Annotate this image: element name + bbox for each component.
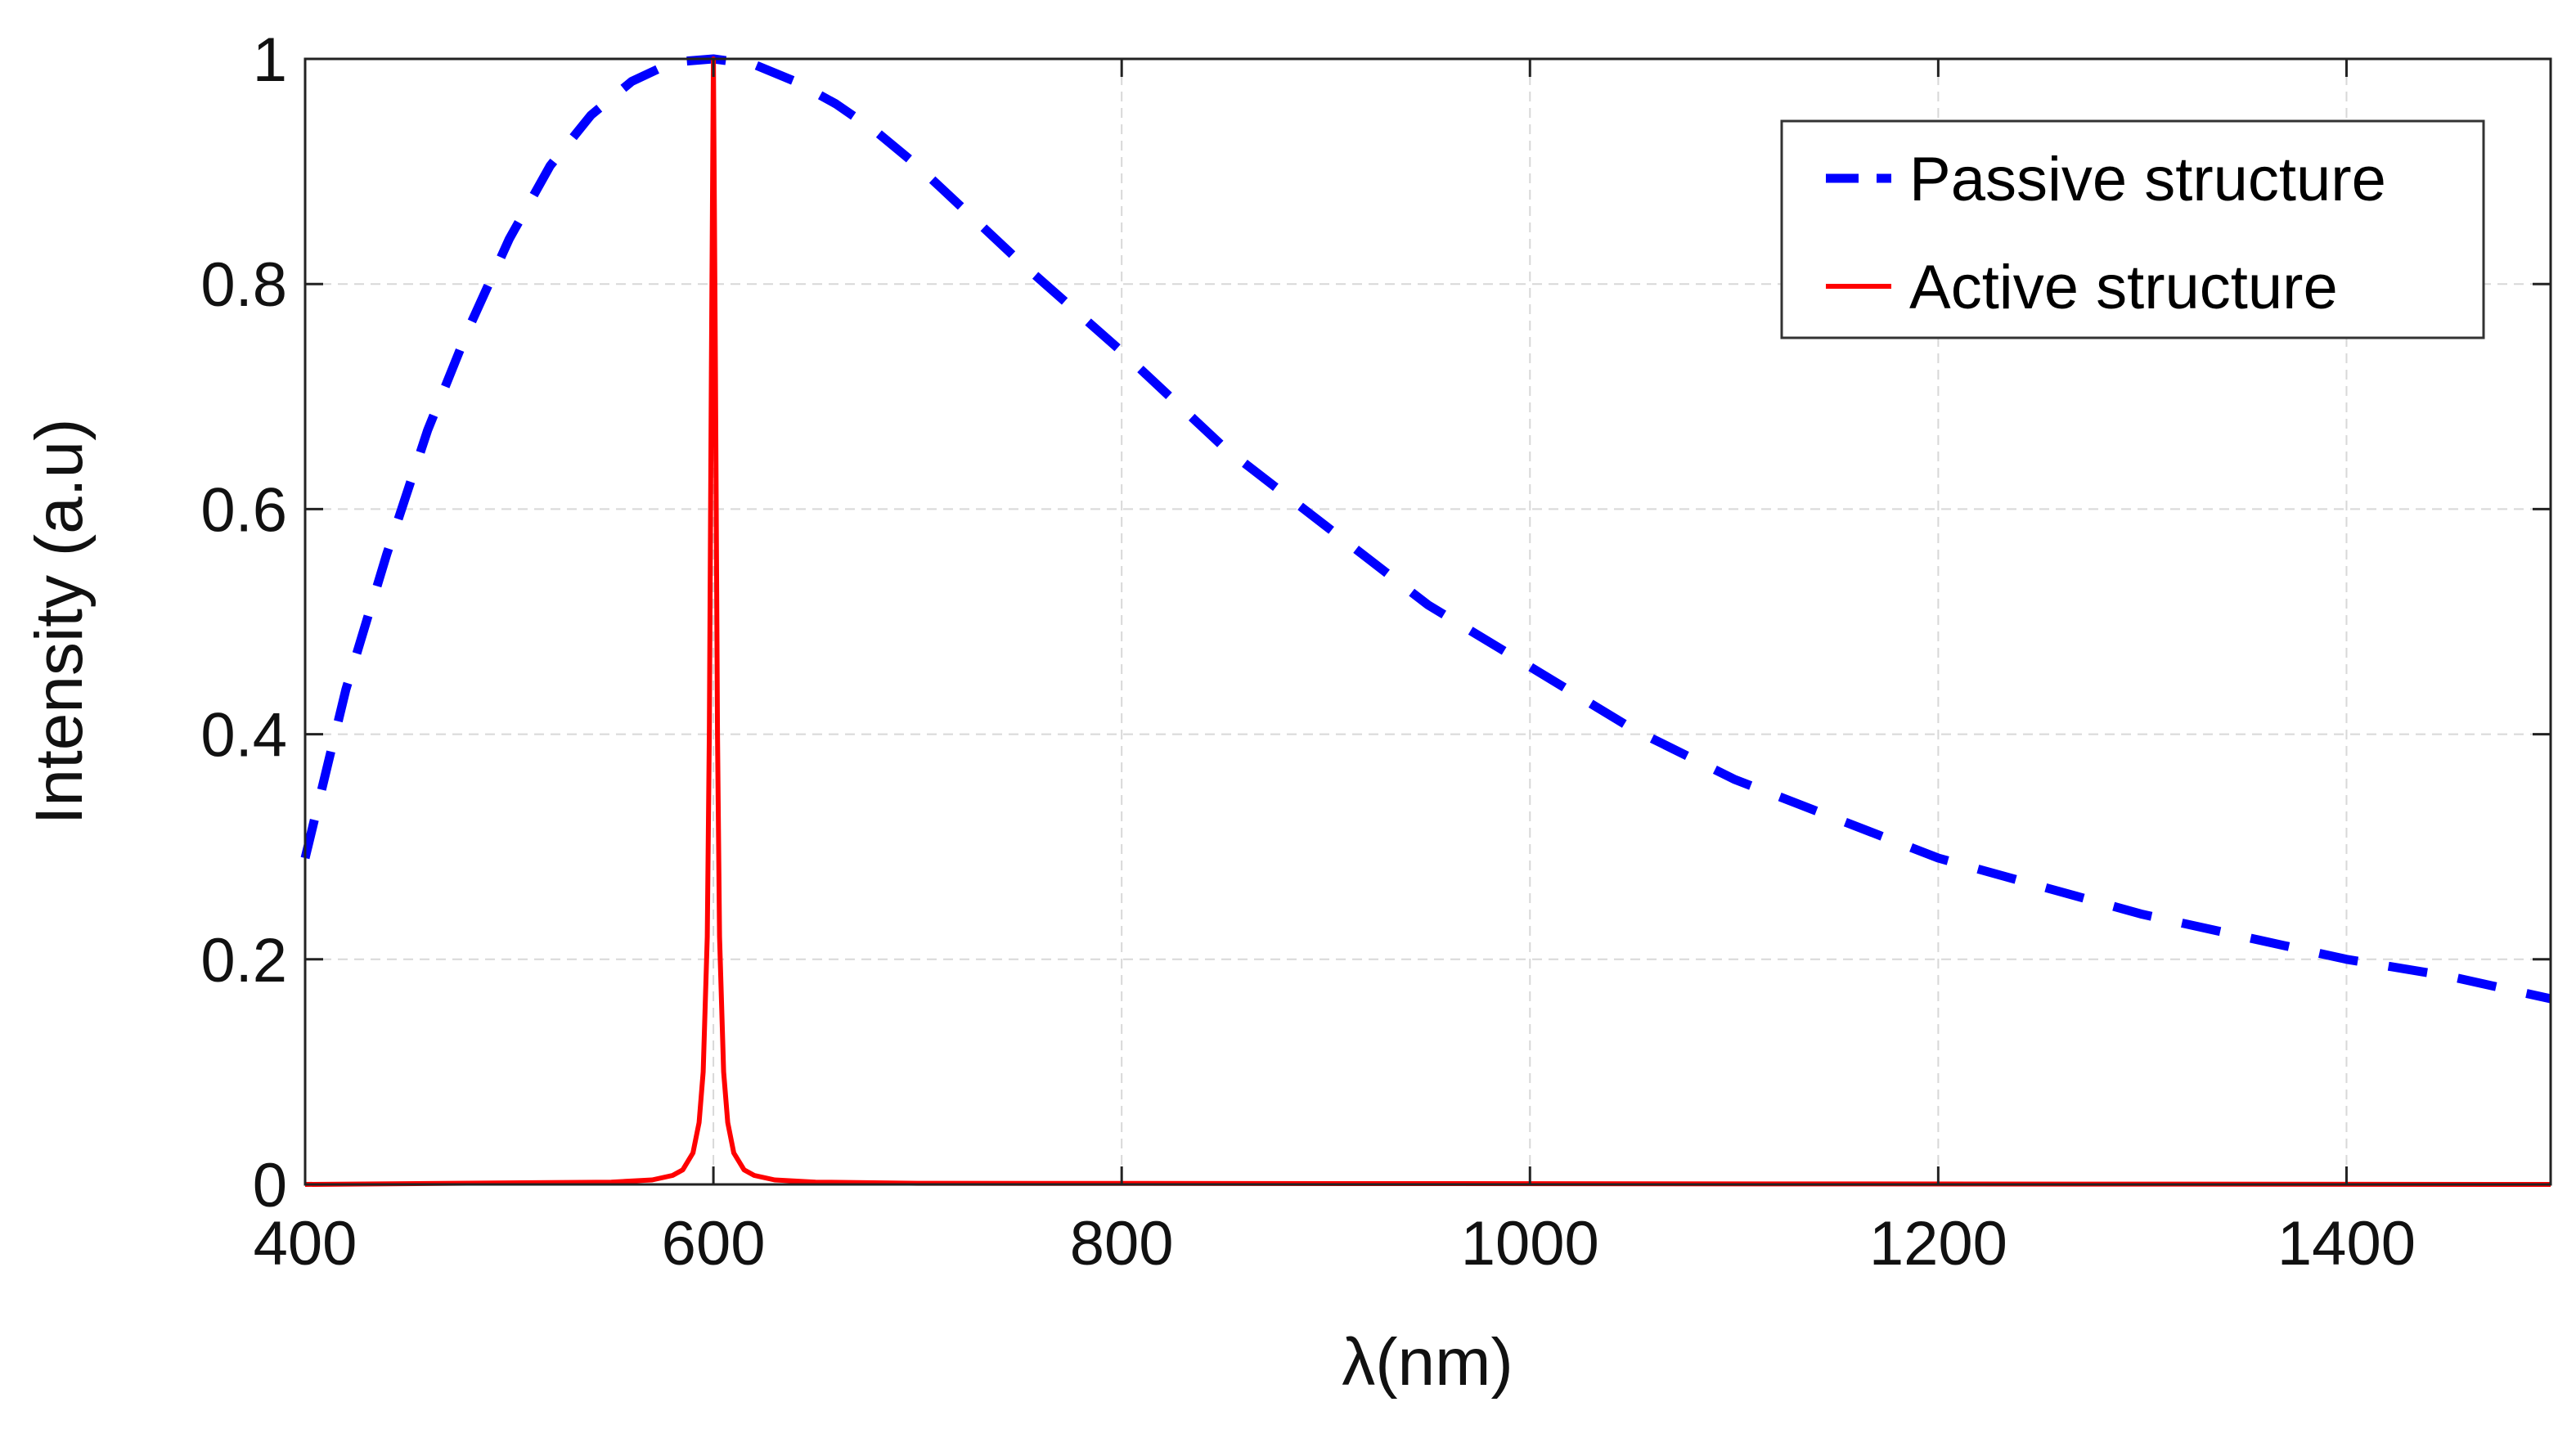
axis-ticks: 400 600 800 1000 1200 1400 0 0.2 0.4 0.6 0.8 1 (200, 25, 2551, 1278)
series-layer (300, 54, 2552, 1187)
x-tick-label: 1000 (1461, 1209, 1599, 1278)
x-tick-label: 1400 (2277, 1209, 2416, 1278)
y-tick-label: 0.8 (200, 250, 287, 320)
x-tick-label: 400 (254, 1209, 357, 1278)
passive-structure-line (300, 54, 2552, 1004)
y-axis-label: Intensity (a.u) (22, 419, 97, 825)
plot-frame (303, 57, 2552, 1186)
x-axis-label: λ(nm) (1342, 1325, 1513, 1400)
legend-box (1780, 119, 2485, 339)
y-tick-label: 0.2 (200, 926, 287, 995)
active-structure-line (304, 56, 2551, 1187)
legend-label-active: Active structure (1909, 253, 2338, 322)
y-tick-label: 0.6 (200, 475, 287, 545)
y-tick-label: 0 (253, 1151, 287, 1220)
legend: Passive structure Active structure (1780, 119, 2485, 339)
x-tick-label: 600 (662, 1209, 766, 1278)
y-tick-label: 1 (253, 25, 287, 95)
x-tick-label: 800 (1070, 1209, 1174, 1278)
legend-label-passive: Passive structure (1909, 145, 2386, 214)
y-tick-label: 0.4 (200, 701, 287, 771)
x-tick-label: 1200 (1869, 1209, 2007, 1278)
